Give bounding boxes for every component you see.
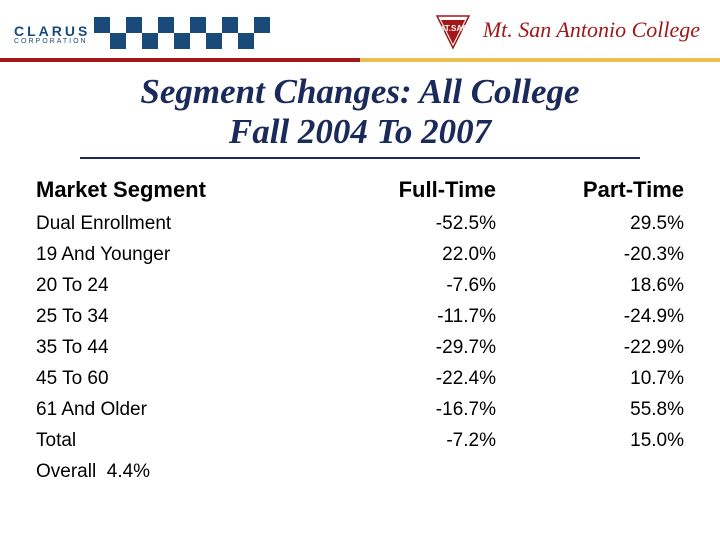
clarus-logo: CLARUS CORPORATION (14, 23, 90, 45)
cell-parttime: 55.8% (516, 399, 684, 421)
cell-parttime: -22.9% (516, 337, 684, 359)
cell-fulltime: -7.6% (336, 275, 516, 297)
cell-fulltime: -52.5% (336, 213, 516, 235)
table-row: 35 To 44-29.7%-22.9% (36, 337, 684, 359)
title-line-2: Fall 2004 To 2007 (0, 112, 720, 152)
cell-parttime: -24.9% (516, 306, 684, 328)
header-bar: CLARUS CORPORATION MT.SAC Mt. San Antoni… (0, 0, 720, 62)
table-header-row: Market Segment Full-Time Part-Time (36, 177, 684, 203)
checker-pattern-icon (94, 17, 294, 49)
title-underline (80, 157, 640, 159)
table-row: 45 To 60-22.4%10.7% (36, 368, 684, 390)
table-row: 25 To 34-11.7%-24.9% (36, 306, 684, 328)
slide-title: Segment Changes: All College Fall 2004 T… (0, 72, 720, 159)
overall-label: Overall (36, 461, 96, 482)
title-line-1: Segment Changes: All College (0, 72, 720, 112)
table-row: 61 And Older-16.7%55.8% (36, 399, 684, 421)
cell-parttime: 15.0% (516, 430, 684, 452)
cell-parttime: 29.5% (516, 213, 684, 235)
cell-fulltime: -11.7% (336, 306, 516, 328)
mtsac-badge-text: MT.SAC (438, 24, 468, 33)
cell-fulltime: -16.7% (336, 399, 516, 421)
cell-segment: Total (36, 430, 336, 452)
cell-fulltime: -22.4% (336, 368, 516, 390)
cell-fulltime: -7.2% (336, 430, 516, 452)
col-header-parttime: Part-Time (516, 177, 684, 203)
cell-segment: 19 And Younger (36, 244, 336, 266)
table-row: Dual Enrollment-52.5%29.5% (36, 213, 684, 235)
cell-parttime: -20.3% (516, 244, 684, 266)
cell-segment: 35 To 44 (36, 337, 336, 359)
col-header-fulltime: Full-Time (336, 177, 516, 203)
cell-segment: Dual Enrollment (36, 213, 336, 235)
cell-segment: 20 To 24 (36, 275, 336, 297)
mtsac-logo: MT.SAC Mt. San Antonio College (431, 8, 700, 52)
cell-fulltime: -29.7% (336, 337, 516, 359)
overall-value: 4.4% (107, 461, 150, 482)
mtsac-badge-icon: MT.SAC (431, 8, 475, 52)
cell-fulltime: 22.0% (336, 244, 516, 266)
cell-segment: 45 To 60 (36, 368, 336, 390)
cell-segment: 25 To 34 (36, 306, 336, 328)
cell-parttime: 10.7% (516, 368, 684, 390)
clarus-logo-subtext: CORPORATION (14, 38, 90, 45)
table-row: 19 And Younger22.0%-20.3% (36, 244, 684, 266)
cell-parttime: 18.6% (516, 275, 684, 297)
header-divider (0, 58, 720, 62)
clarus-logo-text: CLARUS (14, 23, 90, 39)
table-row: 20 To 24-7.6%18.6% (36, 275, 684, 297)
cell-segment: 61 And Older (36, 399, 336, 421)
data-table: Market Segment Full-Time Part-Time Dual … (36, 177, 684, 483)
mtsac-name: Mt. San Antonio College (483, 19, 700, 41)
col-header-segment: Market Segment (36, 177, 336, 203)
table-row: Total-7.2%15.0% (36, 430, 684, 452)
overall-row: Overall 4.4% (36, 461, 684, 483)
mtsac-name-text: Mt. San Antonio College (483, 19, 700, 41)
